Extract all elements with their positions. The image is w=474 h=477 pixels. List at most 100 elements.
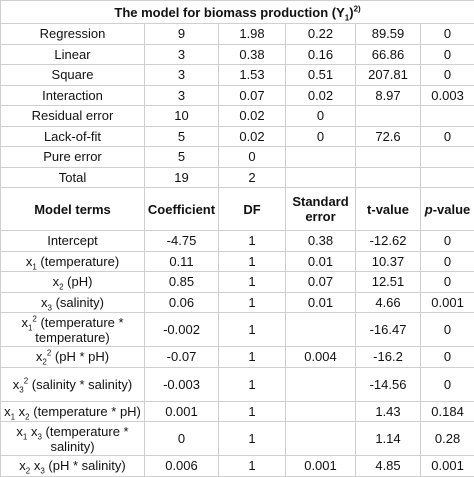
- value-cell: 1.14: [356, 422, 421, 456]
- text-segment: (temperature * pH): [30, 404, 141, 419]
- value-cell: 0.28: [421, 422, 474, 456]
- table-title: The model for biomass production (Y1)2): [1, 1, 474, 24]
- value-cell: 1: [219, 347, 286, 368]
- title-row: The model for biomass production (Y1)2): [1, 1, 474, 24]
- value-cell: -0.002: [145, 313, 219, 347]
- value-cell: 0: [421, 313, 474, 347]
- value-cell: 0.184: [421, 401, 474, 422]
- text-segment: (temperature * salinity): [42, 424, 129, 454]
- value-cell: 12.51: [356, 272, 421, 293]
- text-segment: -value: [433, 202, 471, 217]
- value-cell: 207.81: [356, 65, 421, 86]
- value-cell: 89.59: [356, 24, 421, 45]
- value-cell: 0.001: [421, 456, 474, 477]
- value-cell: 0: [421, 231, 474, 252]
- header-cell: DF: [219, 188, 286, 231]
- value-cell: 0.11: [145, 251, 219, 272]
- value-cell: 4.85: [356, 456, 421, 477]
- value-cell: 8.97: [356, 85, 421, 106]
- value-cell: 3: [145, 65, 219, 86]
- value-cell: [286, 401, 356, 422]
- value-cell: 0: [421, 126, 474, 147]
- text-segment: (salinity * salinity): [28, 377, 132, 392]
- value-cell: 0: [421, 367, 474, 401]
- value-cell: -12.62: [356, 231, 421, 252]
- value-cell: 72.6: [356, 126, 421, 147]
- value-cell: -4.75: [145, 231, 219, 252]
- value-cell: [421, 106, 474, 127]
- value-cell: 10.37: [356, 251, 421, 272]
- text-segment: x: [15, 404, 25, 419]
- value-cell: 0.02: [219, 126, 286, 147]
- value-cell: 0.38: [286, 231, 356, 252]
- value-cell: 0.85: [145, 272, 219, 293]
- value-cell: 0.38: [219, 44, 286, 65]
- source-cell: Residual error: [1, 106, 145, 127]
- header-cell: Standard error: [286, 188, 356, 231]
- value-cell: -16.2: [356, 347, 421, 368]
- value-cell: 0.001: [421, 292, 474, 313]
- text-segment: 3: [19, 385, 23, 394]
- term-label: Intercept: [1, 231, 145, 252]
- term-label: x2 x3 (pH * salinity): [1, 456, 145, 477]
- value-cell: 0.06: [145, 292, 219, 313]
- value-cell: [286, 167, 356, 188]
- value-cell: 0.01: [286, 292, 356, 313]
- source-cell: Interaction: [1, 85, 145, 106]
- term-label: x2 (pH): [1, 272, 145, 293]
- value-cell: 4.66: [356, 292, 421, 313]
- value-cell: 0.02: [286, 85, 356, 106]
- text-segment: (pH): [64, 274, 93, 289]
- value-cell: 0.003: [421, 85, 474, 106]
- value-cell: 1.98: [219, 24, 286, 45]
- value-cell: 19: [145, 167, 219, 188]
- value-cell: 2: [219, 167, 286, 188]
- text-segment: p: [425, 202, 433, 217]
- value-cell: 1: [219, 272, 286, 293]
- text-segment: 2): [354, 4, 361, 13]
- value-cell: 0: [421, 272, 474, 293]
- value-cell: -0.003: [145, 367, 219, 401]
- value-cell: 1.53: [219, 65, 286, 86]
- value-cell: 0: [145, 422, 219, 456]
- value-cell: [286, 367, 356, 401]
- source-cell: Pure error: [1, 147, 145, 168]
- value-cell: 66.86: [356, 44, 421, 65]
- value-cell: 3: [145, 85, 219, 106]
- text-segment: x: [27, 424, 37, 439]
- value-cell: 9: [145, 24, 219, 45]
- text-segment: x: [30, 458, 40, 473]
- value-cell: 0.001: [286, 456, 356, 477]
- value-cell: [356, 106, 421, 127]
- value-cell: 0: [421, 44, 474, 65]
- term-label: x22 (pH * pH): [1, 347, 145, 368]
- value-cell: 0.006: [145, 456, 219, 477]
- value-cell: 1: [219, 367, 286, 401]
- value-cell: -16.47: [356, 313, 421, 347]
- value-cell: [421, 147, 474, 168]
- value-cell: 1: [219, 401, 286, 422]
- header-cell: t-value: [356, 188, 421, 231]
- text-segment: (temperature * temperature): [35, 315, 123, 345]
- source-cell: Regression: [1, 24, 145, 45]
- text-segment: Intercept: [47, 233, 98, 248]
- value-cell: 5: [145, 147, 219, 168]
- term-label: x32 (salinity * salinity): [1, 367, 145, 401]
- source-cell: Total: [1, 167, 145, 188]
- term-label: x1 x3 (temperature * salinity): [1, 422, 145, 456]
- value-cell: 0: [286, 106, 356, 127]
